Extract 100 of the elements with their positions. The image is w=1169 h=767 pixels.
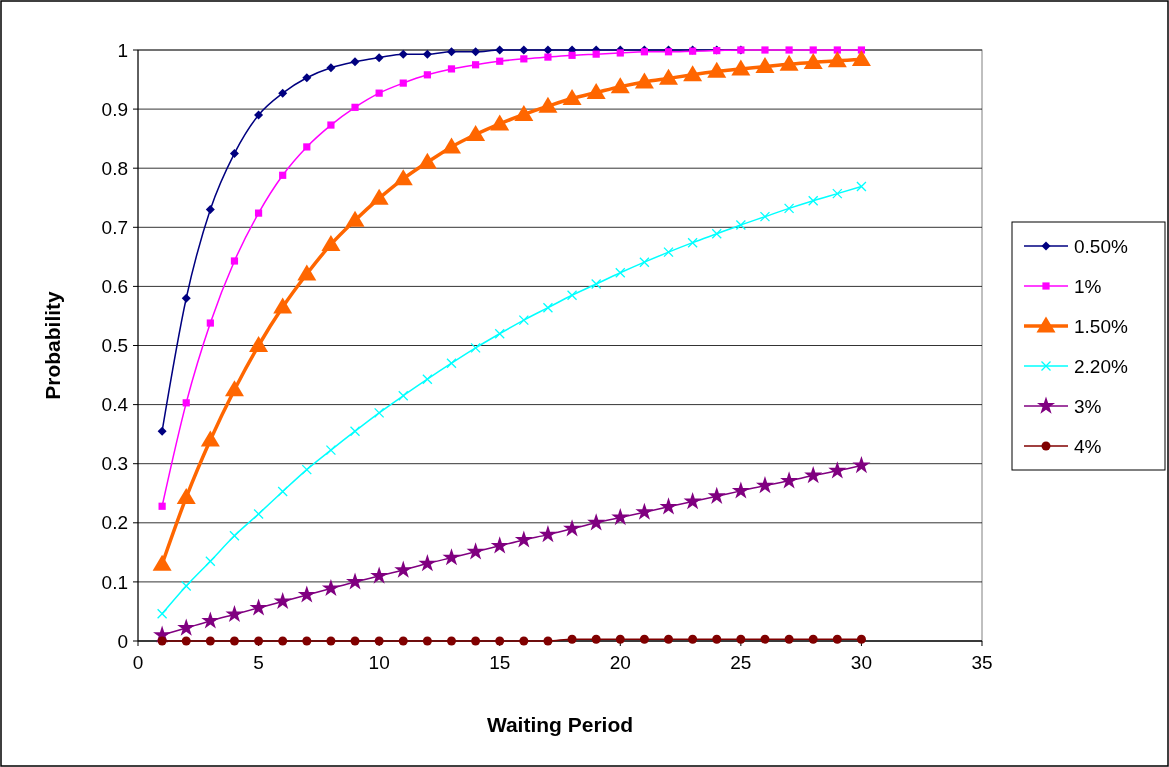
y-tick-label: 0.8	[101, 157, 128, 179]
point	[393, 169, 413, 186]
y-tick-label: 0.6	[101, 276, 128, 298]
x-tick-label: 5	[253, 652, 264, 673]
point	[398, 390, 409, 401]
point	[610, 77, 630, 94]
point	[229, 530, 240, 541]
point	[755, 57, 775, 74]
point	[683, 65, 703, 82]
point	[422, 374, 433, 385]
point	[785, 46, 793, 54]
point	[297, 585, 316, 603]
point	[229, 148, 239, 158]
point	[176, 487, 196, 504]
point	[707, 61, 727, 78]
legend-label: 2.20%	[1074, 355, 1128, 377]
point	[688, 634, 698, 644]
x-tick-label: 15	[489, 652, 511, 673]
point	[490, 114, 510, 131]
point	[731, 59, 751, 76]
point	[157, 426, 167, 436]
point	[832, 188, 843, 199]
point	[832, 634, 842, 644]
point	[659, 68, 679, 85]
point	[563, 519, 582, 537]
x-tick-label: 20	[609, 652, 631, 673]
point	[326, 636, 336, 646]
point	[804, 466, 823, 484]
point	[856, 634, 866, 644]
legend-label: 1%	[1074, 275, 1102, 297]
point	[374, 53, 384, 63]
point	[611, 507, 630, 526]
point	[759, 211, 771, 222]
point	[495, 45, 505, 55]
point	[441, 137, 461, 154]
point	[394, 560, 413, 578]
point	[181, 636, 191, 646]
point	[351, 103, 359, 111]
point	[447, 65, 456, 73]
point	[538, 96, 558, 113]
point	[634, 72, 654, 89]
point	[349, 426, 361, 437]
legend-label: 3%	[1074, 395, 1102, 417]
point	[496, 57, 504, 65]
y-tick-label: 0.5	[101, 335, 128, 357]
point	[639, 634, 649, 644]
point	[852, 455, 871, 474]
y-axis-title: Probability	[41, 290, 64, 400]
point	[418, 554, 437, 572]
point	[635, 502, 654, 520]
point	[755, 476, 774, 494]
point	[780, 471, 799, 489]
point	[470, 342, 481, 354]
point	[736, 634, 746, 644]
point	[230, 257, 239, 265]
point	[182, 399, 190, 407]
x-tick-label: 25	[730, 652, 752, 673]
point	[156, 608, 168, 619]
point	[851, 49, 871, 66]
point	[833, 46, 841, 54]
x-tick-label: 10	[368, 652, 390, 673]
point	[446, 358, 457, 369]
point	[615, 267, 626, 278]
point	[254, 110, 264, 120]
point	[325, 444, 337, 456]
point	[157, 636, 167, 646]
point	[566, 290, 578, 301]
point	[442, 548, 461, 566]
point	[398, 49, 408, 59]
y-tick-label: 0.7	[101, 216, 128, 238]
point	[398, 636, 408, 646]
point	[327, 121, 335, 129]
x-axis-title: Waiting Period	[486, 713, 634, 736]
point	[254, 209, 263, 217]
point	[828, 461, 847, 479]
point	[417, 152, 437, 169]
point	[543, 45, 553, 55]
point	[229, 636, 239, 646]
point	[301, 464, 312, 475]
point	[422, 49, 432, 59]
point	[712, 634, 722, 644]
point	[177, 618, 196, 636]
point	[297, 264, 317, 281]
point	[181, 293, 191, 303]
point	[783, 203, 795, 214]
point	[321, 234, 341, 251]
point	[587, 513, 606, 531]
legend-label: 1.50%	[1074, 315, 1128, 337]
point	[711, 228, 722, 239]
point	[345, 210, 365, 227]
point	[369, 188, 389, 205]
y-tick-label: 0.1	[101, 571, 128, 593]
legend-label: 0.50%	[1074, 235, 1128, 257]
point	[518, 314, 529, 326]
point	[568, 51, 576, 59]
point	[544, 53, 552, 61]
y-tick-label: 0.9	[101, 98, 128, 120]
x-tick-label: 0	[132, 652, 144, 673]
point	[466, 542, 485, 560]
point	[181, 580, 192, 592]
